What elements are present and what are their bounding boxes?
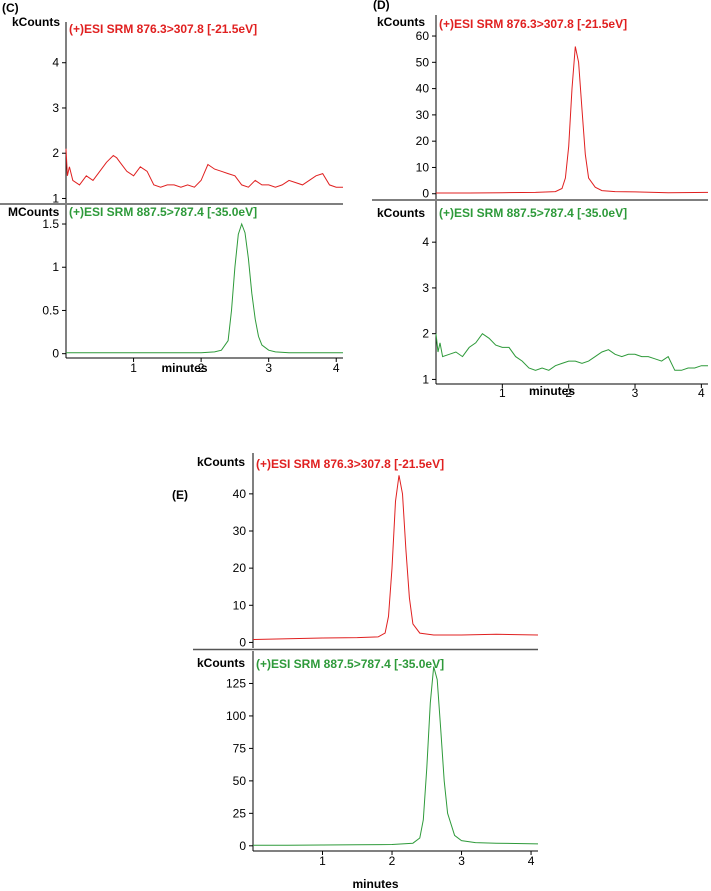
- panel-e-trace-1-y-tick-label: 0: [239, 635, 246, 649]
- panel-d-x-tick-label: 4: [698, 386, 705, 400]
- panel-c-trace-1-y-tick-label: 3: [52, 101, 59, 115]
- panel-d-trace-1-y-tick-label: 40: [416, 82, 430, 96]
- panel-e-x-tick-label: 2: [389, 854, 396, 868]
- panel-d-trace-1-y-tick-label: 0: [422, 187, 429, 201]
- panel-c-trace-1-y-tick-label: 2: [52, 146, 59, 160]
- panel-d-label: (D): [373, 0, 390, 12]
- panel-e-trace-2-title: (+)ESI SRM 887.5>787.4 [-35.0eV]: [256, 657, 444, 671]
- panel-c-trace-1-y-tick-label: 1: [52, 191, 59, 205]
- panel-c-x-tick-label: 2: [198, 361, 205, 375]
- panel-e-trace-1-unit: kCounts: [197, 455, 245, 469]
- panel-d-trace-2-y-tick-label: 3: [422, 281, 429, 295]
- panel-c-label: (C): [2, 1, 19, 15]
- panel-d-trace-2-y-tick-label: 2: [422, 327, 429, 341]
- panel-e-x-tick-label: 4: [528, 854, 535, 868]
- panel-e-trace-2: 0 25 50 75 100 125 kCounts (+)ESI SRM 887.5>787…: [197, 651, 539, 853]
- panel-d-trace-1-y-tick-label: 10: [416, 160, 430, 174]
- panel-d-trace-1-y-tick-label: 50: [416, 55, 430, 69]
- panel-d-trace-2-line: [435, 333, 708, 371]
- panel-d-x-tick-label: 3: [632, 386, 639, 400]
- panel-c-trace-2-line: [66, 222, 343, 354]
- panel-c-trace-1-title: (+)ESI SRM 876.3>307.8 [-21.5eV]: [69, 22, 257, 36]
- panel-e-trace-2-y-tick-label: 0: [239, 839, 246, 853]
- panel-e-trace-2-y-tick-label: 50: [233, 774, 247, 788]
- panel-e-trace-2-y-tick-label: 75: [233, 741, 247, 755]
- panel-c-trace-2-y-tick-label: 1: [52, 260, 59, 274]
- panel-d-trace-1-y-tick-label: 20: [416, 134, 430, 148]
- panel-e-x-tick-label: 3: [458, 854, 465, 868]
- panel-e-trace-2-line: [253, 666, 539, 846]
- panel-c-trace-2-y-tick-label: 1.5: [42, 217, 59, 231]
- panel-d-trace-2-unit: kCounts: [377, 206, 425, 220]
- panel-e-label: (E): [172, 488, 188, 502]
- panel-c-trace-2-title: (+)ESI SRM 887.5>787.4 [-35.0eV]: [69, 205, 257, 219]
- panel-e-trace-2-y-tick-label: 25: [233, 806, 247, 820]
- panel-d-trace-1-y-tick-label: 60: [416, 29, 430, 43]
- panel-e-x-label: minutes: [352, 877, 398, 891]
- panel-d-x-label: minutes: [529, 384, 575, 398]
- panel-e-x-tick-label: 1: [319, 854, 326, 868]
- panel-c-x-tick-label: 1: [130, 361, 137, 375]
- panel-d-trace-2-y-tick-label: 4: [422, 235, 429, 249]
- panel-c-trace-1-line: [65, 148, 343, 188]
- panel-e-trace-1-title: (+)ESI SRM 876.3>307.8 [-21.5eV]: [256, 457, 444, 471]
- panel-d-trace-1-unit: kCounts: [377, 15, 425, 29]
- panel-e-trace-1-y-tick-label: 20: [233, 561, 247, 575]
- panel-d-trace-1-title: (+)ESI SRM 876.3>307.8 [-21.5eV]: [439, 17, 627, 31]
- panel-e-trace-2-y-tick-label: 125: [226, 676, 246, 690]
- panel-c-trace-2-y-tick-label: 0: [52, 347, 59, 361]
- panel-c-x-tick-label: 3: [265, 361, 272, 375]
- panel-e-trace-1-y-tick-label: 10: [233, 598, 247, 612]
- panel-c-trace-1: 1 2 3 4 kCounts (+)ESI SRM 876.3>307.8 [-21.5…: [12, 15, 343, 205]
- panel-e-trace-1-line: [252, 475, 539, 640]
- panel-c: (C) 1 2 3 4 kCounts (+)ESI SRM 876.3>307.8 [-2…: [0, 1, 343, 375]
- panel-e-trace-1-y-tick-label: 40: [233, 487, 247, 501]
- panel-e-trace-1-y-tick-label: 30: [233, 524, 247, 538]
- panel-d-trace-2-y-tick-label: 1: [422, 372, 429, 386]
- panel-d-trace-2-title: (+)ESI SRM 887.5>787.4 [-35.0eV]: [439, 206, 627, 220]
- panel-e-trace-1: 0 10 20 30 40 kCounts (+)ESI SRM 876.3>307.8 […: [197, 453, 539, 649]
- panel-c-x-label: minutes: [161, 361, 207, 375]
- panel-c-trace-1-y-tick-label: 4: [52, 56, 59, 70]
- panel-c-trace-1-unit: kCounts: [12, 15, 60, 29]
- panel-c-trace-2-y-tick-label: 0.5: [42, 303, 59, 317]
- panel-d-trace-1-line: [436, 46, 709, 194]
- panel-d-x-tick-label: 1: [499, 386, 506, 400]
- panel-c-x-tick-label: 4: [333, 361, 340, 375]
- panel-d-trace-2: 1 2 3 4 kCounts (+)ESI SRM 887.5>787.4 [-35.0…: [377, 201, 708, 386]
- panel-e-trace-2-unit: kCounts: [197, 656, 245, 670]
- panel-e-trace-2-y-tick-label: 100: [226, 709, 246, 723]
- panel-c-trace-2-unit: MCounts: [8, 205, 60, 219]
- panel-d-trace-1-y-tick-label: 30: [416, 108, 430, 122]
- panel-d-x-tick-label: 2: [565, 386, 572, 400]
